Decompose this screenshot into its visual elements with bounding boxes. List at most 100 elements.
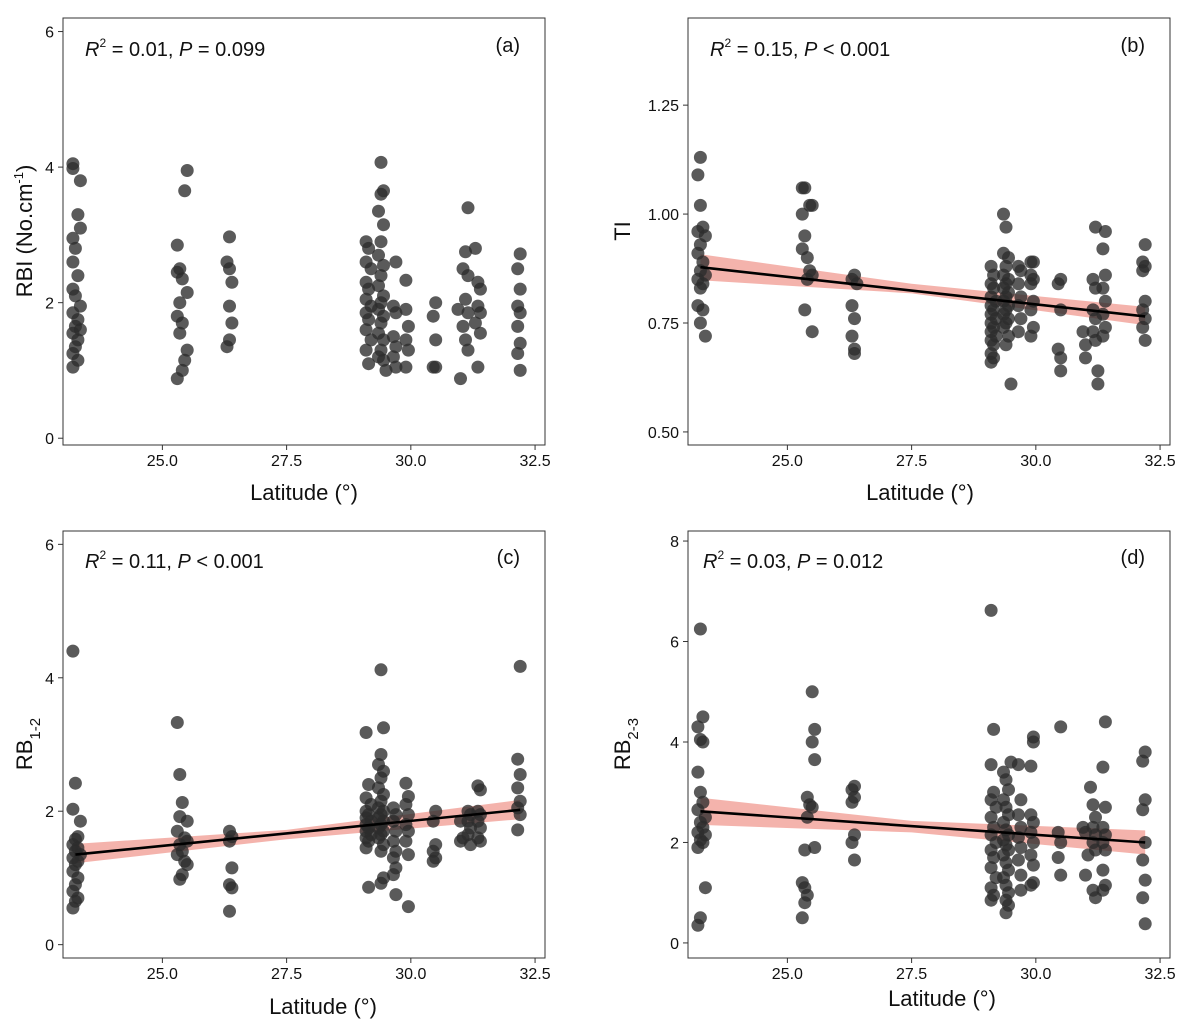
panel-d-point bbox=[1098, 843, 1112, 857]
panel-d-point bbox=[1014, 793, 1028, 807]
panel-b-point bbox=[1096, 307, 1110, 321]
panel-a-point bbox=[513, 247, 527, 261]
panel-c-point bbox=[170, 716, 184, 729]
panel-d-xlabel: Latitude (°) bbox=[888, 986, 996, 1011]
panel-b-point bbox=[1054, 364, 1068, 378]
panel-d-point bbox=[987, 722, 1001, 736]
panel-b-point bbox=[693, 316, 707, 330]
panel-d-stats: R2 = 0.03, P = 0.012 bbox=[703, 548, 883, 573]
panel-d-point bbox=[1054, 868, 1068, 882]
panel-a-point bbox=[426, 309, 440, 323]
panel-a-point bbox=[399, 360, 413, 374]
panel-c-frame bbox=[62, 530, 546, 959]
panel-b-point bbox=[1136, 264, 1150, 278]
panel-b-point bbox=[1091, 364, 1105, 378]
panel-a-point bbox=[225, 316, 239, 330]
panel-b-ylabel: TI bbox=[610, 221, 635, 241]
panel-d-point bbox=[805, 735, 819, 749]
panel-b-point bbox=[1076, 325, 1090, 339]
panel-c-xtick-label: 25.0 bbox=[147, 966, 178, 983]
panel-a-point bbox=[386, 330, 400, 344]
panel-a-point bbox=[429, 360, 443, 374]
panel-a-point bbox=[66, 255, 80, 269]
panel-b-point bbox=[1138, 333, 1152, 347]
panel-d-point bbox=[1026, 815, 1040, 829]
panel-d-point bbox=[1011, 853, 1025, 867]
panel-a-point bbox=[461, 306, 475, 320]
panel-b-point bbox=[1014, 312, 1028, 326]
panel-d-xtick-label: 30.0 bbox=[1020, 966, 1051, 983]
panel-d-point bbox=[1014, 841, 1028, 854]
panel-c-point bbox=[68, 776, 82, 790]
panel-b-ytick-label: 1.00 bbox=[648, 207, 679, 224]
panel-b-stats: R2 = 0.15, P < 0.001 bbox=[710, 36, 890, 61]
panel-d-tag: (d) bbox=[1121, 547, 1145, 569]
panel-a-point bbox=[511, 319, 525, 333]
panel-c-point bbox=[73, 814, 87, 828]
panel-c-fit-line bbox=[75, 808, 521, 856]
panel-d-point bbox=[1098, 800, 1112, 814]
panel-b-point bbox=[845, 329, 859, 343]
panel-a-point bbox=[66, 231, 80, 245]
panel-c-point bbox=[173, 872, 187, 886]
panel-c-xlabel: Latitude (°) bbox=[269, 994, 377, 1019]
panel-a-point bbox=[359, 323, 373, 337]
panel-b-point bbox=[848, 312, 861, 326]
panel-a-point bbox=[511, 262, 525, 276]
panel-c-point bbox=[225, 861, 239, 875]
panel-b-point bbox=[798, 229, 812, 243]
panel-a-point bbox=[513, 282, 527, 296]
panel-d-point bbox=[1079, 868, 1092, 882]
panel-c-point bbox=[374, 844, 388, 858]
panel-a-point bbox=[73, 174, 87, 188]
panel-d-point bbox=[1138, 836, 1152, 849]
panel-c-point bbox=[401, 900, 415, 914]
panel-c-ytick-label: 6 bbox=[45, 537, 54, 554]
panel-c-point bbox=[374, 748, 388, 761]
panel-d-point bbox=[1011, 758, 1025, 772]
panel-c-point bbox=[66, 644, 80, 658]
panel-d-point bbox=[691, 918, 705, 932]
panel-c-point bbox=[223, 904, 236, 918]
panel-a-point bbox=[377, 333, 390, 347]
panel-c-point bbox=[223, 834, 236, 848]
panel-d-point bbox=[1024, 848, 1038, 862]
panel-c-point bbox=[399, 798, 413, 811]
panel-b: 25.0 27.5 30.0 32.5 0.50 0.75 1.00 1.25 R2 = 0.… bbox=[610, 17, 1176, 505]
panel-a-ytick-label: 4 bbox=[45, 160, 54, 177]
panel-b-point bbox=[1091, 377, 1105, 391]
panel-d-ytick-label: 6 bbox=[670, 635, 679, 652]
panel-d-frame bbox=[687, 530, 1171, 959]
panel-c-point bbox=[401, 848, 415, 862]
panel-d-point bbox=[848, 853, 861, 867]
panel-a-point bbox=[459, 333, 472, 347]
panel-d-point bbox=[999, 773, 1013, 787]
panel-b-fit-line bbox=[700, 265, 1146, 318]
panel-c-point bbox=[386, 814, 400, 828]
panel-a-point bbox=[429, 296, 443, 310]
panel-a-point bbox=[66, 162, 80, 175]
panel-a-point bbox=[399, 273, 413, 287]
panel-a-point bbox=[175, 272, 189, 286]
panel-c-ytick-label: 4 bbox=[45, 671, 54, 688]
panel-d-ylabel: RB2-3 bbox=[610, 718, 642, 770]
panel-a-tag: (a) bbox=[496, 35, 520, 57]
panel-b-point bbox=[1011, 277, 1025, 291]
panel-c-tag: (c) bbox=[497, 547, 520, 569]
panel-a-point bbox=[513, 336, 527, 350]
panel-d: 25.0 27.5 30.0 32.5 0 2 4 6 8 R2 = 0.03, P = 0.0… bbox=[610, 530, 1176, 1011]
panel-c-point bbox=[374, 663, 388, 677]
panel-a-point bbox=[473, 326, 487, 340]
panel-c-point bbox=[362, 880, 376, 894]
panel-d-point bbox=[1002, 783, 1015, 797]
panel-a-xtick-label: 30.0 bbox=[395, 453, 426, 470]
panel-c-point bbox=[359, 726, 373, 739]
panel-b-point bbox=[1089, 220, 1102, 234]
panel-d-point bbox=[984, 758, 998, 772]
panel-b-point bbox=[845, 299, 859, 313]
panel-b-point bbox=[1054, 351, 1068, 365]
panel-a-point bbox=[71, 269, 85, 283]
panel-a-point bbox=[170, 372, 184, 386]
panel-b-point bbox=[984, 355, 998, 369]
panel-c-point bbox=[389, 888, 403, 902]
